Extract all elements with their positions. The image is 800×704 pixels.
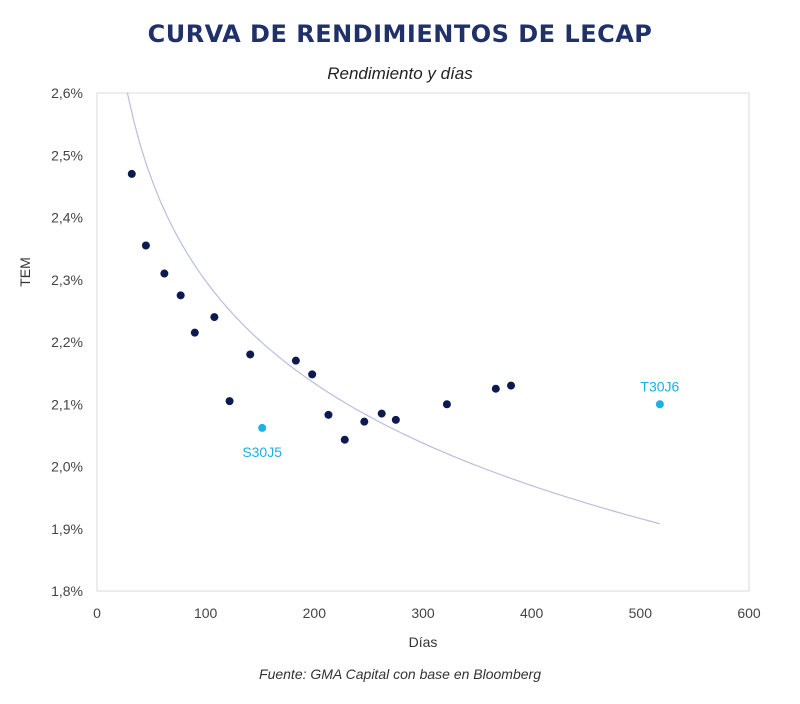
lecap-point bbox=[160, 269, 169, 278]
lecap-point bbox=[340, 435, 349, 444]
chart-title: CURVA DE RENDIMIENTOS DE LECAP bbox=[147, 20, 653, 48]
lecap-point bbox=[291, 356, 300, 365]
x-tick-label: 200 bbox=[303, 605, 327, 621]
y-tick-label: 2,4% bbox=[51, 210, 83, 226]
highlight-point bbox=[655, 400, 664, 409]
lecap-point bbox=[225, 397, 234, 406]
y-axis-label: TEM bbox=[17, 257, 33, 287]
x-axis-label: Días bbox=[409, 634, 438, 650]
source-note: Fuente: GMA Capital con base en Bloomber… bbox=[259, 666, 541, 682]
x-tick-label: 400 bbox=[520, 605, 544, 621]
y-tick-label: 2,2% bbox=[51, 334, 83, 350]
y-tick-label: 1,9% bbox=[51, 521, 83, 537]
lecap-point bbox=[127, 169, 136, 178]
x-tick-label: 0 bbox=[93, 605, 101, 621]
lecap-point bbox=[442, 400, 451, 409]
plot-frame bbox=[96, 92, 750, 592]
chart-subtitle: Rendimiento y días bbox=[327, 64, 473, 83]
lecap-point bbox=[391, 415, 400, 424]
lecap-point bbox=[360, 417, 369, 426]
highlight-point bbox=[258, 423, 267, 432]
y-tick-label: 2,3% bbox=[51, 272, 83, 288]
lecap-point bbox=[324, 410, 333, 419]
point-label: T30J6 bbox=[640, 378, 679, 394]
y-tick-label: 2,0% bbox=[51, 459, 83, 475]
lecap-point bbox=[176, 291, 185, 300]
y-tick-label: 2,5% bbox=[51, 147, 83, 163]
y-tick-label: 2,1% bbox=[51, 396, 83, 412]
lecap-point bbox=[210, 313, 219, 322]
lecap-point bbox=[308, 370, 317, 379]
lecap-point bbox=[190, 328, 199, 337]
lecap-point bbox=[377, 409, 386, 418]
lecap-point bbox=[246, 350, 255, 359]
x-tick-label: 600 bbox=[737, 605, 761, 621]
lecap-point bbox=[491, 384, 500, 393]
y-tick-label: 2,6% bbox=[51, 85, 83, 101]
x-tick-label: 500 bbox=[629, 605, 653, 621]
lecap-point bbox=[141, 241, 150, 250]
y-tick-label: 1,8% bbox=[51, 583, 83, 599]
point-label: S30J5 bbox=[242, 444, 282, 460]
x-tick-label: 100 bbox=[194, 605, 218, 621]
lecap-point bbox=[507, 381, 516, 390]
x-tick-label: 300 bbox=[411, 605, 435, 621]
trend-line bbox=[126, 92, 661, 525]
